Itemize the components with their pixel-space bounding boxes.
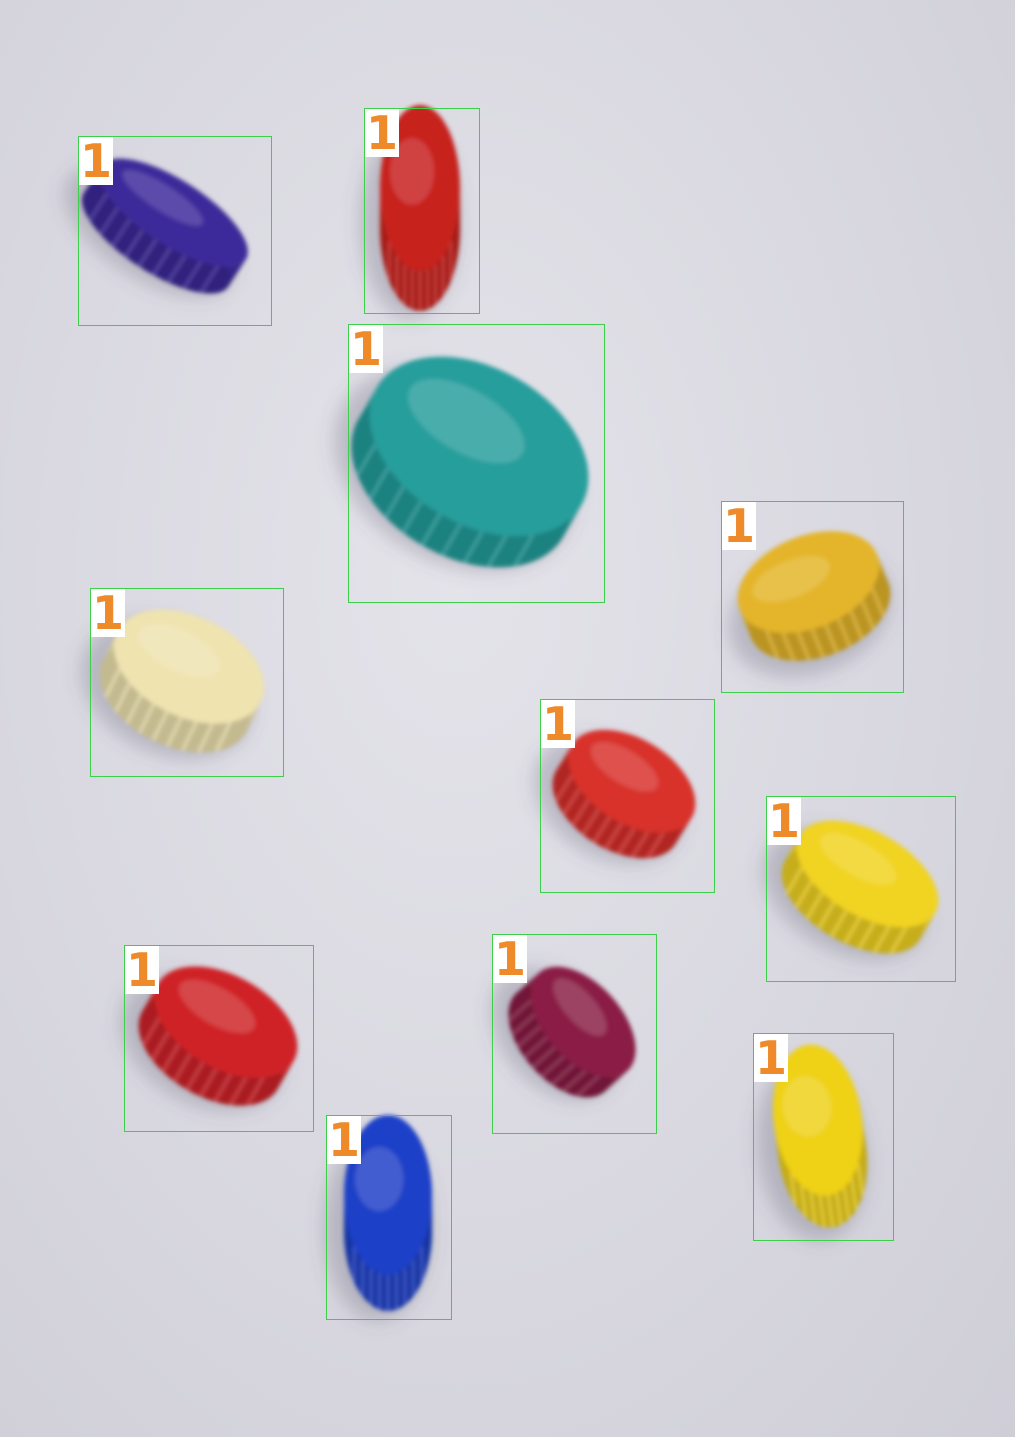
detection-box: 1 xyxy=(364,108,480,314)
bottle-cap-1 xyxy=(64,158,248,298)
detection-label: 1 xyxy=(767,794,801,848)
detection-box: 1 xyxy=(124,945,314,1132)
detection-box: 1 xyxy=(326,1115,452,1320)
detection-label: 1 xyxy=(493,932,527,986)
bottle-cap-8 xyxy=(120,966,298,1112)
detection-label: 1 xyxy=(91,586,125,640)
detection-box: 1 xyxy=(540,699,715,893)
detection-label: 1 xyxy=(541,697,575,751)
detection-label: 1 xyxy=(754,1031,788,1085)
bottle-cap-4 xyxy=(728,531,892,677)
detection-label: 1 xyxy=(79,134,113,188)
bottle-cap-10 xyxy=(757,1044,868,1241)
detection-label: 1 xyxy=(349,322,383,376)
detection-box: 1 xyxy=(753,1033,894,1241)
detection-box: 1 xyxy=(492,934,657,1134)
bottle-cap-6 xyxy=(534,729,696,865)
detection-label: 1 xyxy=(365,106,399,160)
bottle-cap-3 xyxy=(334,356,589,572)
detection-label: 1 xyxy=(125,943,159,997)
bottle-cap-5 xyxy=(81,609,265,759)
detection-box: 1 xyxy=(766,796,956,982)
detection-box: 1 xyxy=(721,501,904,693)
detection-box: 1 xyxy=(78,136,272,326)
bottle-cap-2 xyxy=(360,105,460,319)
bottle-cap-7 xyxy=(763,820,939,960)
bottle-cap-9 xyxy=(491,966,636,1101)
detection-label: 1 xyxy=(327,1113,361,1167)
detection-box: 1 xyxy=(90,588,284,777)
detection-box: 1 xyxy=(348,324,605,603)
detection-label: 1 xyxy=(722,499,756,553)
bottle-cap-11 xyxy=(324,1115,432,1321)
